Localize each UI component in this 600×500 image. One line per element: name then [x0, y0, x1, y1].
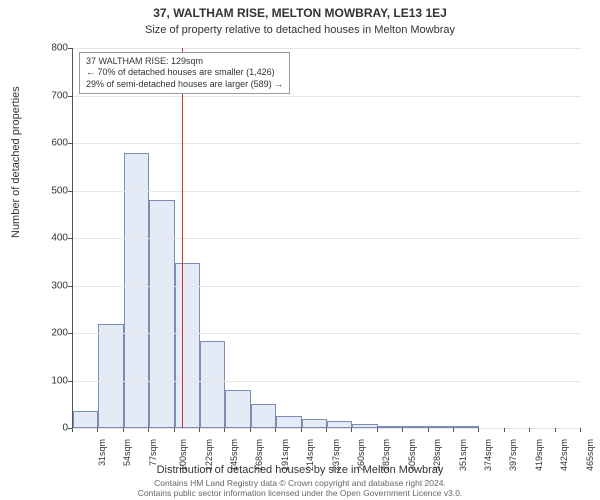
- x-tick-label: 442sqm: [559, 439, 569, 471]
- x-tick-label: 419sqm: [534, 439, 544, 471]
- chart-container: 37, WALTHAM RISE, MELTON MOWBRAY, LE13 1…: [0, 0, 600, 500]
- gridline: [73, 191, 581, 192]
- y-tick-label: 400: [28, 233, 68, 244]
- gridline: [73, 143, 581, 144]
- y-tick-label: 200: [28, 328, 68, 339]
- x-tick-label: 100sqm: [178, 439, 188, 471]
- x-tick-label: 145sqm: [229, 439, 239, 471]
- x-tick-mark: [326, 428, 327, 432]
- x-tick-mark: [428, 428, 429, 432]
- histogram-bar: [251, 404, 276, 428]
- credits-line2: Contains public sector information licen…: [0, 489, 600, 498]
- annotation-line1: 37 WALTHAM RISE: 129sqm: [86, 56, 283, 67]
- y-tick-mark: [68, 381, 72, 382]
- x-tick-label: 260sqm: [356, 439, 366, 471]
- credits: Contains HM Land Registry data © Crown c…: [0, 479, 600, 498]
- x-tick-label: 77sqm: [148, 439, 158, 466]
- chart-title-main: 37, WALTHAM RISE, MELTON MOWBRAY, LE13 1…: [0, 6, 600, 20]
- reference-line: [182, 48, 183, 428]
- gridline: [73, 428, 581, 429]
- x-tick-mark: [250, 428, 251, 432]
- chart-title-sub: Size of property relative to detached ho…: [0, 24, 600, 36]
- annotation-box: 37 WALTHAM RISE: 129sqm ← 70% of detache…: [79, 52, 290, 94]
- histogram-bar: [276, 416, 301, 428]
- x-tick-mark: [224, 428, 225, 432]
- histogram-bar: [73, 411, 98, 428]
- x-tick-mark: [351, 428, 352, 432]
- annotation-line2: ← 70% of detached houses are smaller (1,…: [86, 67, 283, 78]
- histogram-bar: [98, 324, 123, 429]
- x-tick-label: 374sqm: [483, 439, 493, 471]
- x-tick-mark: [377, 428, 378, 432]
- y-axis-title: Number of detached properties: [10, 86, 22, 238]
- y-tick-mark: [68, 238, 72, 239]
- histogram-bar: [302, 419, 327, 429]
- gridline: [73, 96, 581, 97]
- histogram-bar: [149, 200, 174, 428]
- y-tick-label: 100: [28, 375, 68, 386]
- x-tick-mark: [199, 428, 200, 432]
- x-tick-label: 282sqm: [381, 439, 391, 471]
- x-tick-label: 54sqm: [122, 439, 132, 466]
- x-tick-mark: [504, 428, 505, 432]
- x-tick-label: 168sqm: [254, 439, 264, 471]
- histogram-bar: [175, 263, 200, 428]
- annotation-line3: 29% of semi-detached houses are larger (…: [86, 79, 283, 90]
- x-tick-mark: [555, 428, 556, 432]
- x-tick-mark: [301, 428, 302, 432]
- x-tick-label: 122sqm: [204, 439, 214, 471]
- y-tick-mark: [68, 96, 72, 97]
- histogram-bar: [327, 421, 352, 428]
- histogram-bar: [124, 153, 149, 429]
- x-tick-label: 31sqm: [97, 439, 107, 466]
- x-tick-label: 237sqm: [331, 439, 341, 471]
- y-tick-label: 500: [28, 185, 68, 196]
- x-tick-mark: [148, 428, 149, 432]
- x-tick-label: 191sqm: [280, 439, 290, 471]
- gridline: [73, 238, 581, 239]
- x-tick-mark: [580, 428, 581, 432]
- y-tick-mark: [68, 143, 72, 144]
- y-tick-mark: [68, 191, 72, 192]
- y-tick-label: 800: [28, 43, 68, 54]
- x-tick-label: 465sqm: [585, 439, 595, 471]
- y-tick-mark: [68, 286, 72, 287]
- gridline: [73, 333, 581, 334]
- x-tick-mark: [174, 428, 175, 432]
- x-tick-mark: [529, 428, 530, 432]
- x-tick-label: 214sqm: [305, 439, 315, 471]
- x-tick-label: 397sqm: [508, 439, 518, 471]
- x-tick-mark: [478, 428, 479, 432]
- y-tick-label: 600: [28, 138, 68, 149]
- x-tick-mark: [97, 428, 98, 432]
- gridline: [73, 48, 581, 49]
- x-tick-mark: [275, 428, 276, 432]
- x-tick-mark: [72, 428, 73, 432]
- x-tick-label: 305sqm: [407, 439, 417, 471]
- plot-area: 37 WALTHAM RISE: 129sqm ← 70% of detache…: [72, 48, 581, 429]
- x-tick-mark: [402, 428, 403, 432]
- y-tick-label: 700: [28, 90, 68, 101]
- y-tick-label: 0: [28, 423, 68, 434]
- x-tick-label: 328sqm: [432, 439, 442, 471]
- gridline: [73, 381, 581, 382]
- x-tick-label: 351sqm: [458, 439, 468, 471]
- y-tick-mark: [68, 48, 72, 49]
- histogram-bar: [225, 390, 250, 428]
- histogram-bar: [200, 341, 225, 428]
- x-tick-mark: [453, 428, 454, 432]
- gridline: [73, 286, 581, 287]
- y-tick-label: 300: [28, 280, 68, 291]
- x-tick-mark: [123, 428, 124, 432]
- y-tick-mark: [68, 333, 72, 334]
